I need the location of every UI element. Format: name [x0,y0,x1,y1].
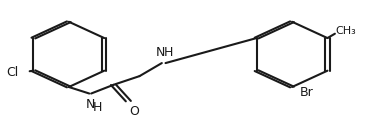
Text: CH₃: CH₃ [335,26,356,36]
Text: N: N [156,46,166,59]
Text: H: H [164,46,173,59]
Text: H: H [93,101,102,114]
Text: Cl: Cl [6,66,19,79]
Text: N: N [85,98,95,111]
Text: Br: Br [299,86,313,99]
Text: O: O [129,105,139,119]
